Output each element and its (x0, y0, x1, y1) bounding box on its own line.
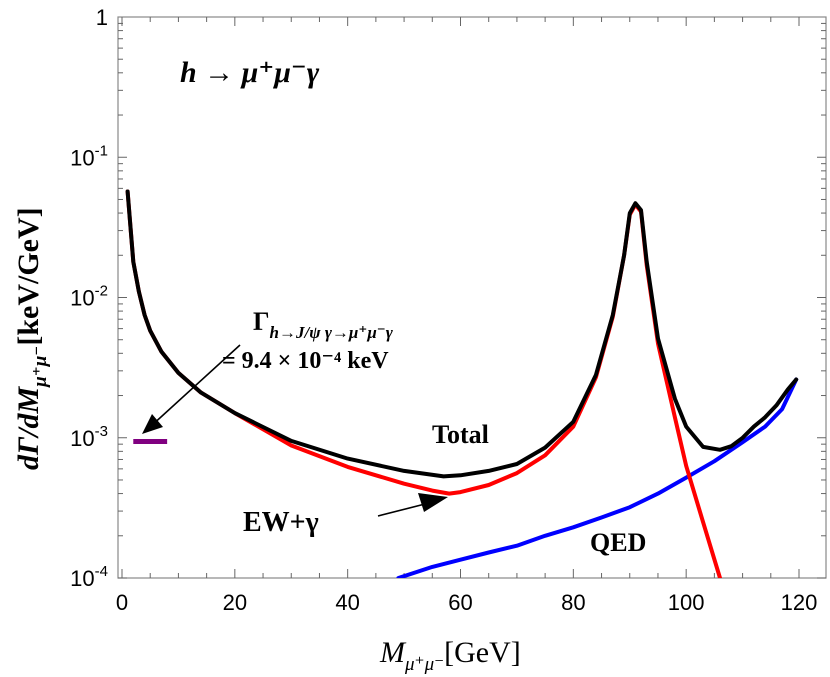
x-tick-label: 120 (781, 590, 818, 615)
x-tick-label: 80 (561, 590, 585, 615)
x-tick-label: 100 (668, 590, 705, 615)
y-tick-label: 10-2 (70, 283, 108, 311)
arrow-jpsi (149, 344, 241, 428)
axis-ticks: 0 20 40 60 80 100 120 1 10-1 10-2 10-3 10-4 (70, 5, 826, 615)
y-tick-label: 10-1 (70, 142, 108, 170)
series-line-qed (396, 377, 799, 578)
plot-frame (117, 16, 827, 579)
label-qed: QED (590, 528, 646, 557)
y-tick-label: 10-3 (70, 423, 108, 451)
series-line-total (125, 189, 799, 479)
y-axis-label: dΓ/dMμ⁺μ⁻[keV/GeV] (12, 207, 51, 470)
annotation-jpsi-line2: = 9.4 × 10⁻⁴ keV (222, 348, 389, 374)
y-tick-label: 10-4 (70, 563, 108, 591)
label-ew: EW+γ (243, 507, 319, 538)
arrow-ew (377, 503, 426, 517)
x-tick-label: 40 (335, 590, 359, 615)
x-tick-label: 20 (223, 590, 247, 615)
series-line-ew- (125, 189, 722, 578)
y-tick-label: 1 (96, 5, 108, 30)
chart-title: h → μ⁺μ⁻γ (180, 56, 320, 89)
label-total: Total (432, 420, 489, 449)
x-tick-label: 60 (448, 590, 472, 615)
arrowhead-jpsi (142, 414, 163, 434)
x-tick-label: 0 (116, 590, 128, 615)
annotation-jpsi-line1: Γh→J/ψ γ→μ⁺μ⁻γ (253, 307, 394, 342)
arrowhead-ew (418, 493, 448, 512)
chart-curves (125, 189, 799, 578)
x-axis-label: Mμ⁺μ⁻[GeV] (379, 636, 521, 675)
